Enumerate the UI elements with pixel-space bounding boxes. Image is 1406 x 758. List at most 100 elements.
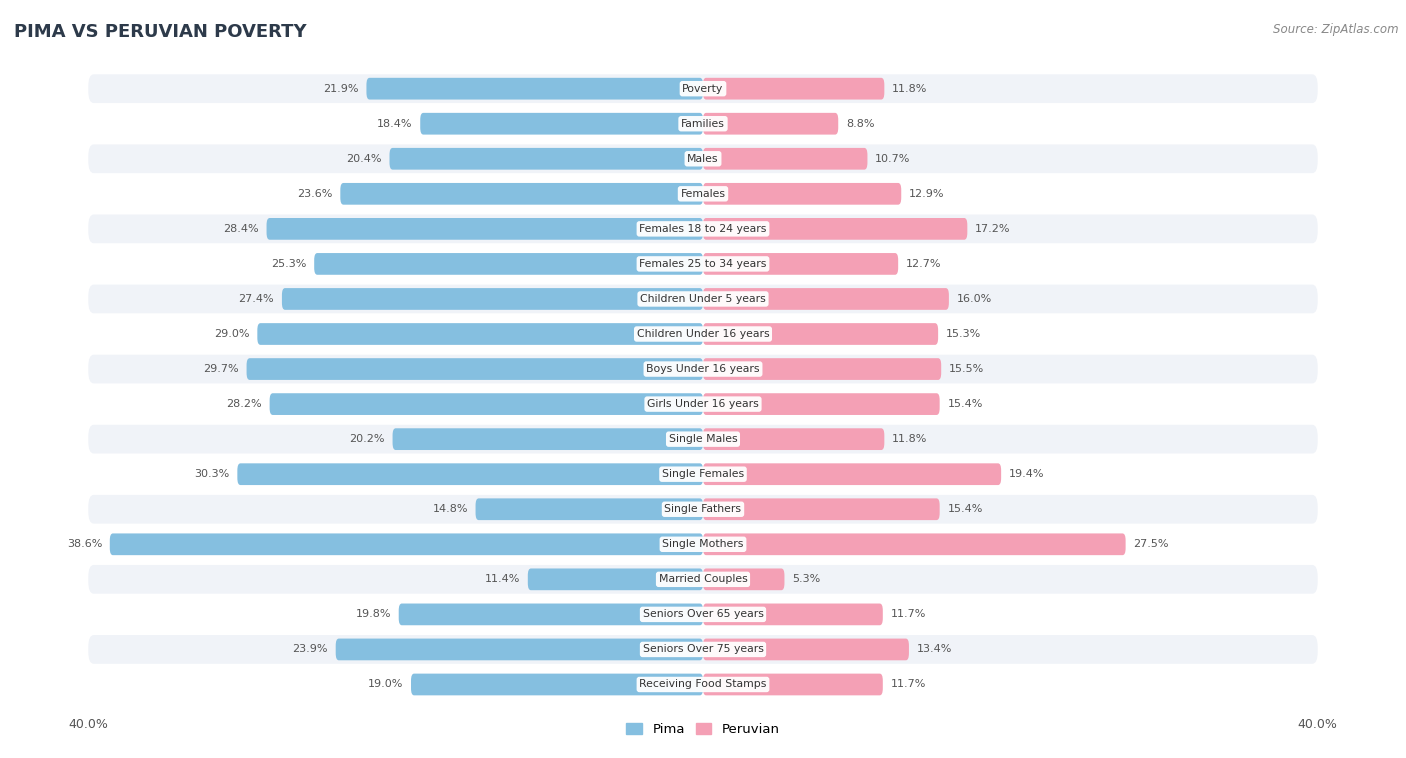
Text: Seniors Over 75 years: Seniors Over 75 years (643, 644, 763, 654)
FancyBboxPatch shape (703, 218, 967, 240)
FancyBboxPatch shape (89, 355, 1317, 384)
Text: 12.7%: 12.7% (905, 259, 942, 269)
Text: 19.4%: 19.4% (1010, 469, 1045, 479)
FancyBboxPatch shape (89, 565, 1317, 594)
Text: Single Males: Single Males (669, 434, 737, 444)
FancyBboxPatch shape (399, 603, 703, 625)
Text: 14.8%: 14.8% (433, 504, 468, 514)
Text: 21.9%: 21.9% (323, 83, 359, 94)
FancyBboxPatch shape (392, 428, 703, 450)
FancyBboxPatch shape (703, 113, 838, 135)
Text: 15.5%: 15.5% (949, 364, 984, 374)
FancyBboxPatch shape (703, 638, 908, 660)
FancyBboxPatch shape (703, 359, 941, 380)
FancyBboxPatch shape (89, 495, 1317, 524)
Text: 28.2%: 28.2% (226, 399, 262, 409)
FancyBboxPatch shape (314, 253, 703, 275)
Text: Single Females: Single Females (662, 469, 744, 479)
FancyBboxPatch shape (420, 113, 703, 135)
FancyBboxPatch shape (336, 638, 703, 660)
Text: 5.3%: 5.3% (792, 575, 820, 584)
FancyBboxPatch shape (238, 463, 703, 485)
Text: 18.4%: 18.4% (377, 119, 412, 129)
Text: 29.7%: 29.7% (204, 364, 239, 374)
Text: 23.6%: 23.6% (297, 189, 333, 199)
Text: Source: ZipAtlas.com: Source: ZipAtlas.com (1274, 23, 1399, 36)
FancyBboxPatch shape (89, 284, 1317, 313)
FancyBboxPatch shape (389, 148, 703, 170)
Text: 28.4%: 28.4% (224, 224, 259, 234)
FancyBboxPatch shape (703, 603, 883, 625)
FancyBboxPatch shape (89, 460, 1317, 489)
Text: 19.0%: 19.0% (368, 679, 404, 690)
FancyBboxPatch shape (267, 218, 703, 240)
Text: Receiving Food Stamps: Receiving Food Stamps (640, 679, 766, 690)
Text: Families: Families (681, 119, 725, 129)
Text: 11.8%: 11.8% (891, 83, 928, 94)
Text: PIMA VS PERUVIAN POVERTY: PIMA VS PERUVIAN POVERTY (14, 23, 307, 41)
FancyBboxPatch shape (89, 320, 1317, 349)
FancyBboxPatch shape (89, 390, 1317, 418)
Text: Single Fathers: Single Fathers (665, 504, 741, 514)
Text: Boys Under 16 years: Boys Under 16 years (647, 364, 759, 374)
FancyBboxPatch shape (89, 109, 1317, 138)
Text: Poverty: Poverty (682, 83, 724, 94)
FancyBboxPatch shape (703, 148, 868, 170)
Text: 10.7%: 10.7% (875, 154, 911, 164)
Text: 11.7%: 11.7% (890, 679, 927, 690)
Text: Females 18 to 24 years: Females 18 to 24 years (640, 224, 766, 234)
FancyBboxPatch shape (246, 359, 703, 380)
FancyBboxPatch shape (89, 215, 1317, 243)
FancyBboxPatch shape (340, 183, 703, 205)
FancyBboxPatch shape (89, 635, 1317, 664)
Text: Single Mothers: Single Mothers (662, 539, 744, 550)
FancyBboxPatch shape (527, 568, 703, 590)
FancyBboxPatch shape (411, 674, 703, 695)
Text: 11.8%: 11.8% (891, 434, 928, 444)
Text: 15.4%: 15.4% (948, 399, 983, 409)
FancyBboxPatch shape (89, 249, 1317, 278)
FancyBboxPatch shape (703, 288, 949, 310)
Legend: Pima, Peruvian: Pima, Peruvian (621, 718, 785, 742)
FancyBboxPatch shape (703, 183, 901, 205)
Text: 20.2%: 20.2% (349, 434, 385, 444)
Text: 13.4%: 13.4% (917, 644, 952, 654)
Text: 12.9%: 12.9% (908, 189, 945, 199)
FancyBboxPatch shape (110, 534, 703, 555)
FancyBboxPatch shape (475, 498, 703, 520)
FancyBboxPatch shape (703, 568, 785, 590)
Text: 15.3%: 15.3% (946, 329, 981, 339)
FancyBboxPatch shape (89, 670, 1317, 699)
FancyBboxPatch shape (89, 145, 1317, 173)
Text: Females: Females (681, 189, 725, 199)
Text: 29.0%: 29.0% (214, 329, 250, 339)
FancyBboxPatch shape (89, 74, 1317, 103)
FancyBboxPatch shape (703, 253, 898, 275)
Text: Children Under 5 years: Children Under 5 years (640, 294, 766, 304)
FancyBboxPatch shape (703, 428, 884, 450)
Text: 30.3%: 30.3% (194, 469, 229, 479)
Text: Seniors Over 65 years: Seniors Over 65 years (643, 609, 763, 619)
FancyBboxPatch shape (89, 424, 1317, 453)
FancyBboxPatch shape (367, 78, 703, 99)
FancyBboxPatch shape (703, 78, 884, 99)
FancyBboxPatch shape (283, 288, 703, 310)
FancyBboxPatch shape (89, 600, 1317, 628)
Text: Girls Under 16 years: Girls Under 16 years (647, 399, 759, 409)
Text: Females 25 to 34 years: Females 25 to 34 years (640, 259, 766, 269)
Text: Married Couples: Married Couples (658, 575, 748, 584)
FancyBboxPatch shape (703, 674, 883, 695)
Text: 11.4%: 11.4% (485, 575, 520, 584)
Text: 23.9%: 23.9% (292, 644, 328, 654)
FancyBboxPatch shape (703, 498, 939, 520)
Text: 25.3%: 25.3% (271, 259, 307, 269)
FancyBboxPatch shape (89, 180, 1317, 208)
Text: 11.7%: 11.7% (890, 609, 927, 619)
Text: Males: Males (688, 154, 718, 164)
Text: 8.8%: 8.8% (846, 119, 875, 129)
FancyBboxPatch shape (703, 534, 1126, 555)
FancyBboxPatch shape (270, 393, 703, 415)
Text: 15.4%: 15.4% (948, 504, 983, 514)
Text: 38.6%: 38.6% (66, 539, 103, 550)
FancyBboxPatch shape (703, 393, 939, 415)
